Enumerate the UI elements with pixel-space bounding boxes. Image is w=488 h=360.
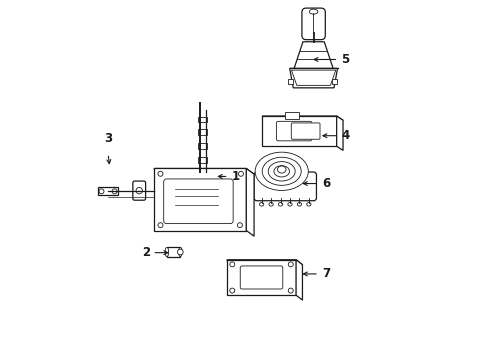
Ellipse shape (177, 249, 183, 255)
Polygon shape (154, 168, 246, 230)
Ellipse shape (99, 189, 104, 194)
Ellipse shape (297, 203, 301, 206)
Ellipse shape (306, 203, 310, 206)
FancyBboxPatch shape (198, 129, 207, 135)
FancyBboxPatch shape (291, 123, 319, 139)
FancyBboxPatch shape (133, 181, 145, 200)
FancyBboxPatch shape (198, 157, 207, 163)
Ellipse shape (238, 171, 243, 176)
Ellipse shape (237, 223, 242, 228)
Text: 2: 2 (142, 246, 150, 259)
Polygon shape (154, 168, 254, 174)
FancyBboxPatch shape (198, 117, 207, 122)
Polygon shape (289, 68, 337, 88)
Ellipse shape (268, 203, 273, 206)
Ellipse shape (277, 166, 285, 173)
Ellipse shape (287, 203, 291, 206)
Text: 4: 4 (341, 129, 349, 142)
Ellipse shape (255, 152, 307, 190)
FancyBboxPatch shape (276, 121, 311, 141)
Text: 7: 7 (321, 267, 329, 280)
Text: 6: 6 (321, 177, 329, 190)
Ellipse shape (158, 171, 163, 176)
Polygon shape (246, 168, 254, 236)
Ellipse shape (178, 247, 182, 257)
Ellipse shape (288, 262, 293, 267)
Ellipse shape (262, 157, 301, 185)
FancyBboxPatch shape (331, 78, 337, 84)
Ellipse shape (229, 288, 234, 293)
FancyBboxPatch shape (301, 8, 325, 40)
FancyBboxPatch shape (166, 247, 180, 257)
Polygon shape (262, 116, 336, 146)
Polygon shape (295, 260, 302, 300)
Ellipse shape (309, 9, 317, 14)
Ellipse shape (268, 162, 295, 181)
Polygon shape (336, 116, 343, 150)
Ellipse shape (165, 247, 168, 257)
Ellipse shape (136, 188, 142, 194)
FancyBboxPatch shape (98, 188, 118, 195)
FancyBboxPatch shape (287, 78, 292, 84)
FancyBboxPatch shape (285, 112, 299, 119)
Text: 3: 3 (104, 131, 112, 145)
Ellipse shape (288, 288, 293, 293)
FancyBboxPatch shape (163, 179, 233, 224)
Polygon shape (291, 70, 335, 85)
Polygon shape (262, 116, 343, 120)
Ellipse shape (158, 223, 163, 228)
Ellipse shape (229, 262, 234, 267)
Polygon shape (226, 260, 302, 265)
Ellipse shape (112, 189, 117, 194)
FancyBboxPatch shape (198, 143, 207, 149)
Ellipse shape (278, 203, 282, 206)
Ellipse shape (273, 166, 289, 177)
FancyBboxPatch shape (254, 172, 316, 201)
Text: 5: 5 (341, 53, 349, 66)
Text: 1: 1 (231, 170, 239, 183)
Polygon shape (226, 260, 295, 295)
Polygon shape (293, 42, 332, 68)
FancyBboxPatch shape (240, 266, 282, 289)
Ellipse shape (259, 203, 263, 206)
